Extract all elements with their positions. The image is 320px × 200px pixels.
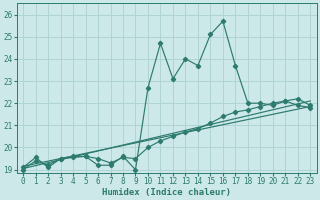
- X-axis label: Humidex (Indice chaleur): Humidex (Indice chaleur): [102, 188, 231, 197]
